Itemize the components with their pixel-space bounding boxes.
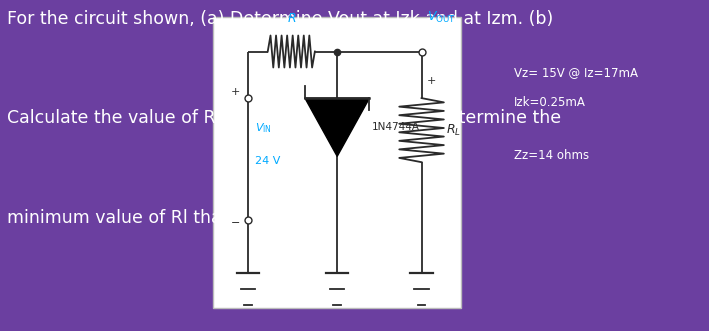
- Text: Vz= 15V @ Iz=17mA: Vz= 15V @ Iz=17mA: [513, 66, 637, 79]
- Text: $V_{\mathrm{OUT}}$: $V_{\mathrm{OUT}}$: [427, 10, 455, 25]
- FancyBboxPatch shape: [213, 17, 462, 308]
- Text: Zz=14 ohms: Zz=14 ohms: [513, 149, 588, 162]
- Text: Calculate the value of R that should be used. (c) Determine the: Calculate the value of R that should be …: [7, 109, 561, 127]
- Text: $R_L$: $R_L$: [447, 122, 462, 138]
- Text: $V_{\mathrm{IN}}$: $V_{\mathrm{IN}}$: [255, 121, 272, 135]
- Polygon shape: [305, 98, 369, 156]
- Text: 1N4744A: 1N4744A: [372, 122, 420, 132]
- Text: −: −: [231, 218, 240, 228]
- Text: $R$: $R$: [286, 12, 296, 25]
- Text: +: +: [231, 87, 240, 97]
- Text: minimum value of Rl that can be used.: minimum value of Rl that can be used.: [7, 209, 346, 226]
- Text: +: +: [427, 75, 436, 86]
- Text: Izk=0.25mA: Izk=0.25mA: [513, 96, 586, 109]
- Text: For the circuit shown, (a) Determine Vout at Izk and at Izm. (b): For the circuit shown, (a) Determine Vou…: [7, 10, 553, 28]
- Text: 24 V: 24 V: [255, 156, 281, 166]
